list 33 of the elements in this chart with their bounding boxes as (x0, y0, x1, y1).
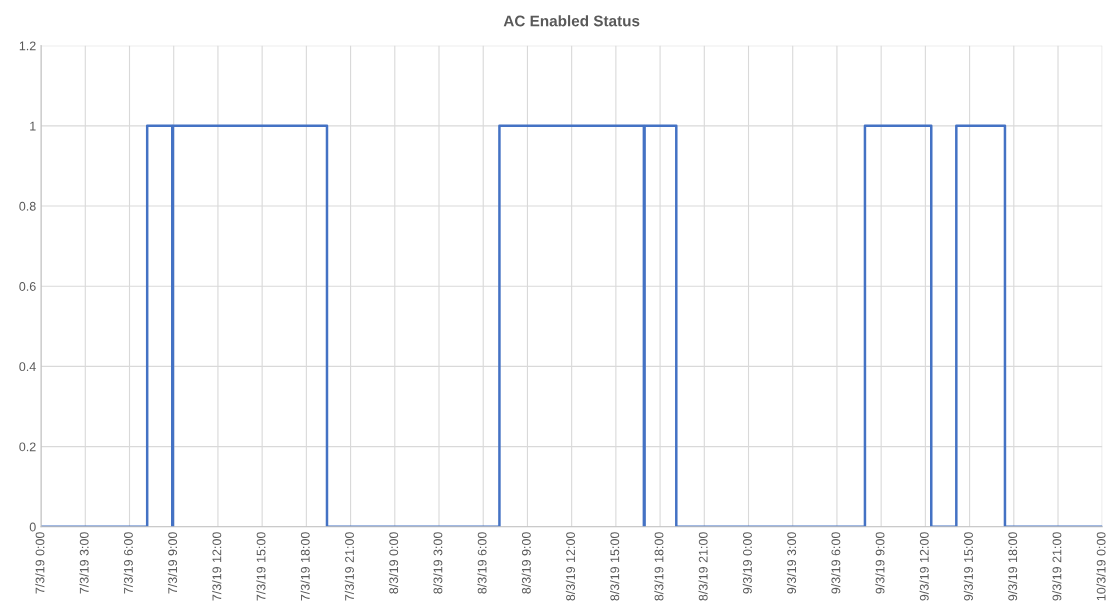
x-tick-label: 9/3/19 0:00 (742, 532, 752, 594)
y-tick-label: 0 (29, 522, 36, 532)
x-tick-label: 8/3/19 15:00 (610, 532, 620, 601)
y-tick-label: 0.4 (19, 362, 36, 372)
x-tick-label: 7/3/19 21:00 (344, 532, 354, 601)
x-tick-label: 7/3/19 9:00 (167, 532, 178, 594)
x-tick-label: 9/3/19 6:00 (831, 532, 841, 594)
x-tick-label: 9/3/19 12:00 (919, 532, 929, 601)
x-tick-label: 7/3/19 18:00 (300, 532, 310, 601)
x-tick-label: 8/3/19 3:00 (433, 532, 443, 594)
x-tick-label: 8/3/19 6:00 (477, 532, 487, 594)
y-tick-label: 0.2 (19, 442, 36, 452)
x-tick-label: 7/3/19 0:00 (35, 532, 45, 594)
x-tick-label: 8/3/19 0:00 (388, 532, 399, 594)
x-tick-label: 9/3/19 15:00 (963, 532, 973, 601)
x-tick-label: 8/3/19 12:00 (565, 532, 576, 601)
y-tick-label: 1.2 (19, 41, 36, 51)
x-tick-label: 7/3/19 6:00 (123, 532, 133, 594)
x-tick-label: 10/3/19 0:00 (1096, 532, 1106, 601)
x-tick-label: 7/3/19 3:00 (79, 532, 89, 594)
y-tick-label: 0.6 (19, 282, 36, 291)
y-tick-label: 0.8 (19, 201, 36, 211)
x-tick-label: 9/3/19 3:00 (786, 532, 797, 594)
chart-title: AC Enabled Status (503, 15, 640, 27)
x-tick-label: 9/3/19 21:00 (1052, 532, 1062, 601)
x-tick-label: 7/3/19 12:00 (212, 532, 222, 601)
x-tick-label: 8/3/19 21:00 (698, 532, 708, 601)
y-tick-label: 1 (30, 121, 36, 131)
x-tick-label: 8/3/19 18:00 (654, 532, 664, 601)
x-tick-label: 9/3/19 18:00 (1007, 532, 1018, 601)
x-tick-label: 9/3/19 9:00 (875, 532, 885, 594)
x-tick-label: 7/3/19 15:00 (256, 532, 266, 601)
x-tick-label: 8/3/19 9:00 (521, 532, 531, 594)
